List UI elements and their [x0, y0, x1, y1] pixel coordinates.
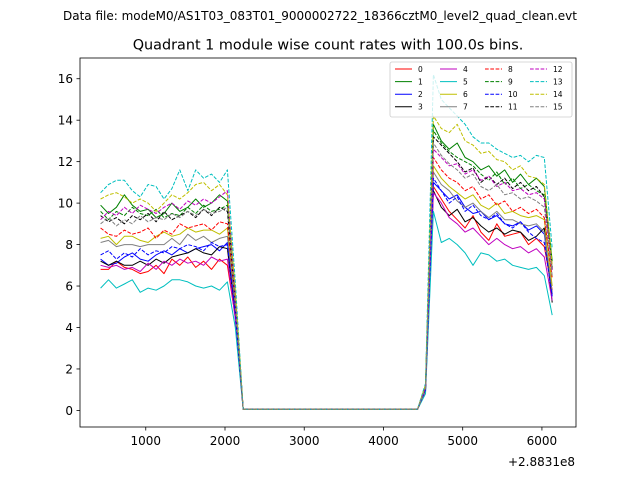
legend-label-1: 1 [418, 77, 423, 86]
legend-label-2: 2 [418, 90, 423, 99]
series-line-13 [100, 74, 553, 410]
y-tick-label: 10 [58, 197, 73, 211]
figure-suptitle: Data file: modeM0/AS1T03_083T01_90000027… [63, 9, 577, 23]
legend-label-5: 5 [463, 77, 468, 86]
legend-frame [389, 61, 573, 118]
series-line-15 [100, 142, 553, 410]
y-tick-label: 12 [58, 155, 73, 169]
x-tick-label: 5000 [447, 434, 478, 448]
legend-label-14: 14 [553, 90, 563, 99]
y-tick-label: 6 [65, 280, 73, 294]
axes-frame [79, 57, 577, 428]
y-tick-label: 16 [58, 72, 73, 86]
x-tick-label: 2000 [210, 434, 241, 448]
legend-label-4: 4 [463, 65, 468, 74]
y-tick-label: 14 [58, 114, 73, 128]
x-tick-label: 3000 [289, 434, 320, 448]
chart-title: Quadrant 1 module wise count rates with … [133, 38, 524, 54]
legend-label-12: 12 [553, 65, 563, 74]
x-tick-label: 6000 [527, 434, 558, 448]
plot-area [100, 74, 553, 410]
x-tick-label: 4000 [368, 434, 399, 448]
x-axis-offset-label: +2.8831e8 [508, 455, 575, 469]
legend-label-7: 7 [463, 103, 468, 112]
legend-label-6: 6 [463, 90, 468, 99]
legend-label-9: 9 [508, 77, 513, 86]
legend-label-0: 0 [418, 65, 423, 74]
legend-label-11: 11 [508, 103, 518, 112]
y-tick-label: 2 [65, 362, 73, 376]
y-tick-label: 4 [65, 321, 73, 335]
legend-label-15: 15 [553, 103, 563, 112]
y-tick-label: 0 [65, 404, 73, 418]
legend-label-13: 13 [553, 77, 563, 86]
series-line-14 [100, 115, 553, 410]
y-tick-label: 8 [65, 238, 73, 252]
legend-label-10: 10 [508, 90, 518, 99]
legend-label-3: 3 [418, 103, 423, 112]
x-tick-label: 1000 [130, 434, 161, 448]
legend-label-8: 8 [508, 65, 513, 74]
